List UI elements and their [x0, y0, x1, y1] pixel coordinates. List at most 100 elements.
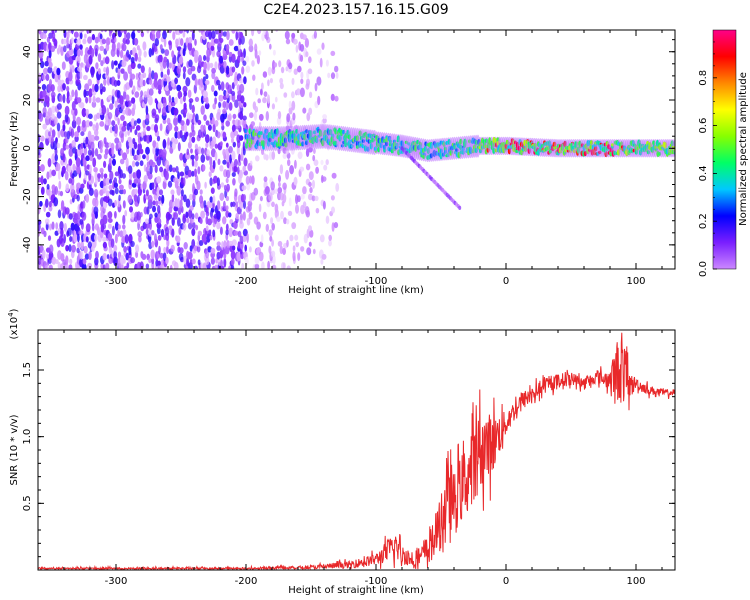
spectrogram-cell — [222, 108, 227, 115]
spectrogram-cell — [143, 50, 147, 58]
spectrogram-cell — [69, 258, 73, 265]
spectrogram-cell — [68, 264, 73, 269]
spectrogram-cell — [179, 97, 183, 105]
spectrogram-cell — [127, 64, 132, 75]
spectrogram-cell — [161, 78, 165, 88]
spectrogram-cell — [330, 93, 335, 101]
spectrogram-cell — [70, 128, 75, 138]
colorbar-tick-label: 0.4 — [698, 165, 709, 181]
spectrogram-cell — [170, 100, 176, 107]
spectrogram-cell — [85, 223, 91, 233]
spectrogram-cell — [105, 190, 110, 197]
spectrogram-cell — [309, 91, 313, 99]
spectrogram-cell — [262, 71, 268, 78]
spectrogram-cell — [147, 172, 153, 180]
spectrogram-cell — [235, 31, 239, 41]
spectrogram-cell — [172, 31, 176, 41]
spectrogram-cell — [248, 211, 253, 220]
spectrogram-cell — [278, 174, 281, 183]
spectrogram-cell — [77, 241, 81, 249]
spectrogram-cell — [103, 137, 107, 145]
spectrogram-cell — [208, 201, 213, 209]
spectrogram-cell — [142, 72, 147, 79]
spectrogram-cell — [237, 230, 242, 238]
spectrogram-cell — [222, 159, 227, 165]
spectrogram-cell — [85, 120, 91, 128]
spectrogram-cell — [78, 187, 84, 194]
spectrogram-cell — [284, 30, 290, 40]
spectrogram-cell — [116, 42, 121, 51]
spectrogram-cell — [319, 234, 325, 243]
spectrogram-cell — [178, 227, 182, 235]
spectrogram-cell — [182, 30, 186, 38]
spectrogram-cell — [191, 73, 197, 81]
spectrogram-cell — [219, 192, 225, 201]
spectrogram-cell — [128, 178, 132, 185]
spectrogram-cell — [44, 264, 49, 269]
spectrogram-cell — [243, 76, 247, 85]
spectrogram-cell — [194, 265, 198, 269]
snr-y-label: SNR (10 * v/v) — [9, 414, 20, 485]
spectrogram-cell — [131, 31, 136, 40]
spectrogram-cell — [218, 83, 222, 91]
spectrogram-cell — [292, 112, 296, 121]
spectrogram-cell — [145, 263, 150, 269]
spectrogram-cell — [183, 102, 187, 111]
spectrogram-cell — [304, 206, 310, 216]
spectrogram-cell — [176, 185, 182, 196]
spectrogram-cell — [279, 82, 284, 90]
spectrogram-cell — [205, 225, 209, 232]
spectrogram-cell — [183, 242, 188, 250]
spectrogram-cell — [222, 60, 227, 70]
spectrogram-cell — [309, 229, 314, 238]
spectrogram-cell — [155, 259, 159, 267]
spectrogram-cell — [79, 102, 85, 109]
y-tick-label: -40 — [22, 237, 33, 253]
spectrogram-cell — [194, 160, 198, 168]
spectrogram-cell — [126, 262, 130, 269]
spectrogram-cell — [225, 153, 231, 163]
spectrogram-cell — [191, 104, 195, 114]
spectrogram-cell — [38, 204, 41, 215]
spectrogram-cell — [109, 170, 114, 181]
spectrogram-cell — [228, 51, 233, 57]
spectrogram-cell — [223, 200, 226, 210]
spectrogram-cell — [231, 150, 236, 161]
spectrogram-cell — [41, 74, 47, 81]
spectrogram-cell — [146, 30, 150, 34]
spectrogram-cell — [240, 213, 243, 221]
spectrogram-cell — [125, 94, 130, 102]
spectrogram-cell — [143, 174, 148, 184]
spectrogram-cell — [171, 217, 175, 226]
spectrogram-cell — [335, 182, 340, 192]
spectrogram-cell — [291, 100, 296, 111]
spectrogram-cell — [145, 146, 150, 155]
spectrogram-cell — [102, 241, 107, 249]
spectrogram-cell — [205, 134, 210, 144]
spectrogram-cell — [155, 114, 160, 122]
spectrogram-cell — [81, 263, 87, 269]
snr-y-ticks: 0.5 1.0 1.5 — [22, 329, 675, 571]
spectrogram-cell — [221, 124, 225, 131]
spectrogram-cell — [188, 59, 193, 68]
spectrogram-cell — [63, 234, 66, 244]
spectrogram-cell — [153, 72, 158, 81]
spectrogram-cell — [225, 210, 230, 218]
spectrogram-cell — [198, 54, 202, 65]
spectrogram-cell — [97, 173, 101, 179]
spectrogram-cell — [166, 68, 170, 76]
spectrogram-cell — [276, 216, 281, 222]
spectrogram-cell — [62, 119, 66, 126]
spectrogram-cell — [65, 183, 70, 192]
spectrogram-cell — [81, 107, 87, 118]
spectrogram-cell — [225, 205, 229, 211]
spectrogram-cell — [191, 136, 196, 143]
spectrogram-cell — [209, 62, 214, 69]
spectrogram-cell — [88, 88, 93, 98]
spectrogram-cell — [61, 61, 66, 70]
y-tick-label: 0 — [22, 145, 33, 151]
spectrogram-cell — [174, 77, 179, 85]
spectrogram-cell — [240, 52, 244, 57]
y-tick-label: 0.5 — [22, 495, 33, 511]
spectrogram-cell — [89, 182, 92, 191]
